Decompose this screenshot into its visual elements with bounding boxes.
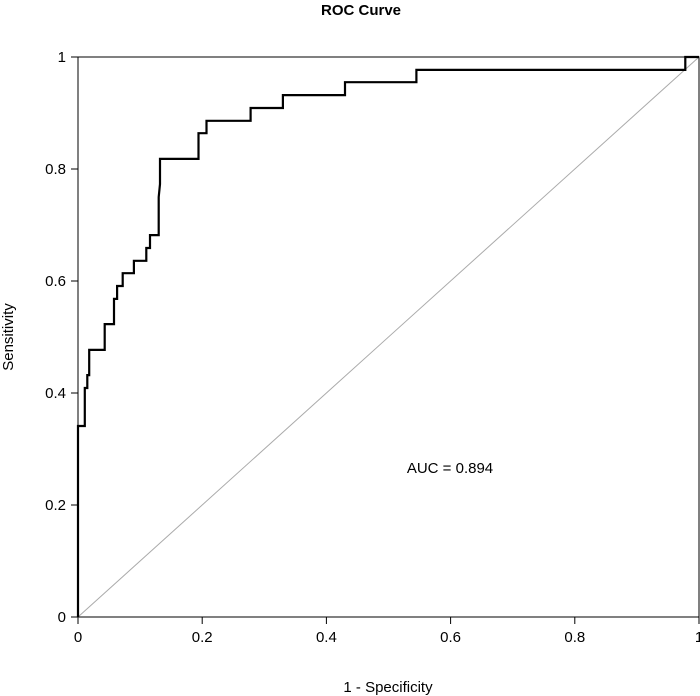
auc-annotation: AUC = 0.894 [407,460,493,477]
x-tick-label: 0.8 [564,629,585,646]
y-tick-label: 1 [58,49,66,66]
y-axis-label: Sensitivity [0,303,17,371]
x-tick-label: 0 [74,629,82,646]
x-tick-label: 0.6 [440,629,461,646]
x-axis-ticks: 0 0.2 0.4 0.6 0.8 1 [74,617,700,646]
reference-diagonal-line [77,56,700,618]
x-tick-label: 0.2 [192,629,213,646]
y-tick-label: 0 [58,609,66,626]
chart-title: ROC Curve [321,2,401,19]
y-axis-ticks: 0 0.2 0.4 0.6 0.8 1 [45,49,78,626]
plot-frame [77,56,700,618]
y-tick-label: 0.2 [45,497,66,514]
y-tick-label: 0.8 [45,161,66,178]
x-tick-label: 0.4 [316,629,337,646]
x-tick-label: 1 [695,629,700,646]
y-tick-label: 0.6 [45,273,66,290]
roc-curve-line [76,55,699,617]
x-axis-label: 1 - Specificity [343,679,433,696]
y-tick-label: 0.4 [45,385,66,402]
